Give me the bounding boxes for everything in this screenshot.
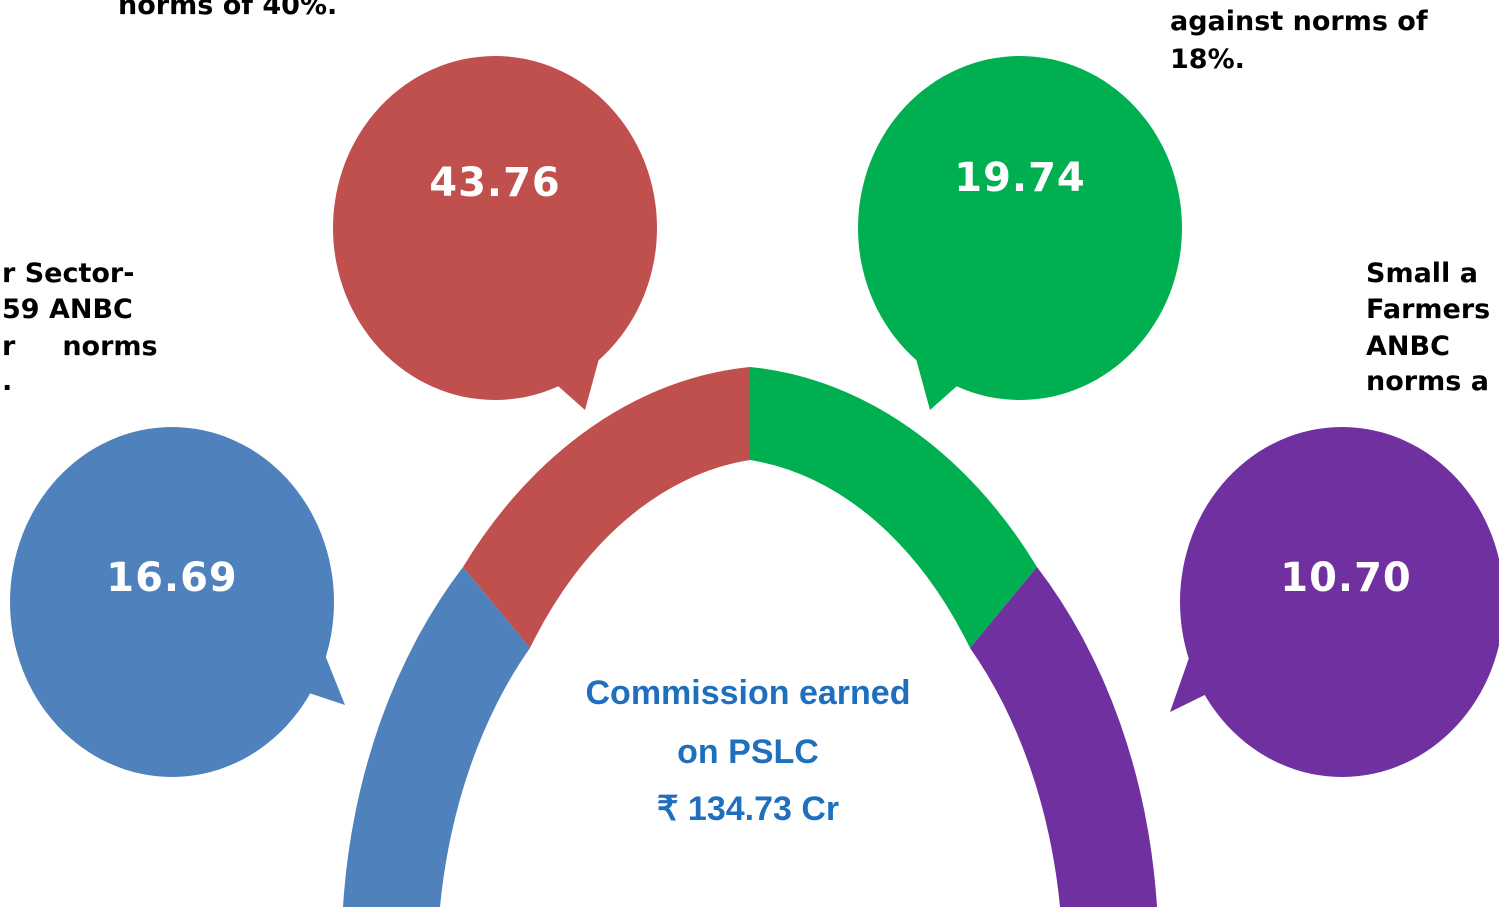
callout-text: against norms of	[1170, 6, 1428, 37]
arch-red	[463, 367, 750, 648]
callout-text: 18%.	[1170, 44, 1245, 75]
bubble-green	[858, 56, 1182, 410]
arch-purple	[970, 567, 1157, 907]
callout-text: 59 ANBC	[2, 294, 133, 325]
callout-text: norms a	[1366, 366, 1489, 397]
value: 10.70	[1280, 555, 1412, 601]
callout-text: Small a	[1366, 258, 1478, 289]
center-text: on PSLC	[677, 733, 819, 771]
callout-text: r Sector-	[2, 258, 134, 289]
callout-text: Farmers	[1366, 294, 1490, 325]
value: 19.74	[954, 155, 1086, 201]
center-text: Commission earned	[586, 674, 911, 712]
bubble-red	[333, 56, 657, 410]
callout-text: .	[2, 366, 12, 397]
arch-green	[750, 367, 1037, 648]
callout-text: norms of 40%.	[118, 0, 337, 21]
value: 16.69	[106, 555, 238, 601]
bubble-purple	[1170, 427, 1499, 777]
value: 43.76	[429, 160, 561, 206]
callout-text: r norms	[2, 331, 158, 362]
callout-text: ANBC	[1366, 331, 1450, 362]
bubble-blue	[10, 427, 345, 777]
center-text: ₹ 134.73 Cr	[657, 790, 839, 828]
arch-blue	[343, 567, 530, 907]
